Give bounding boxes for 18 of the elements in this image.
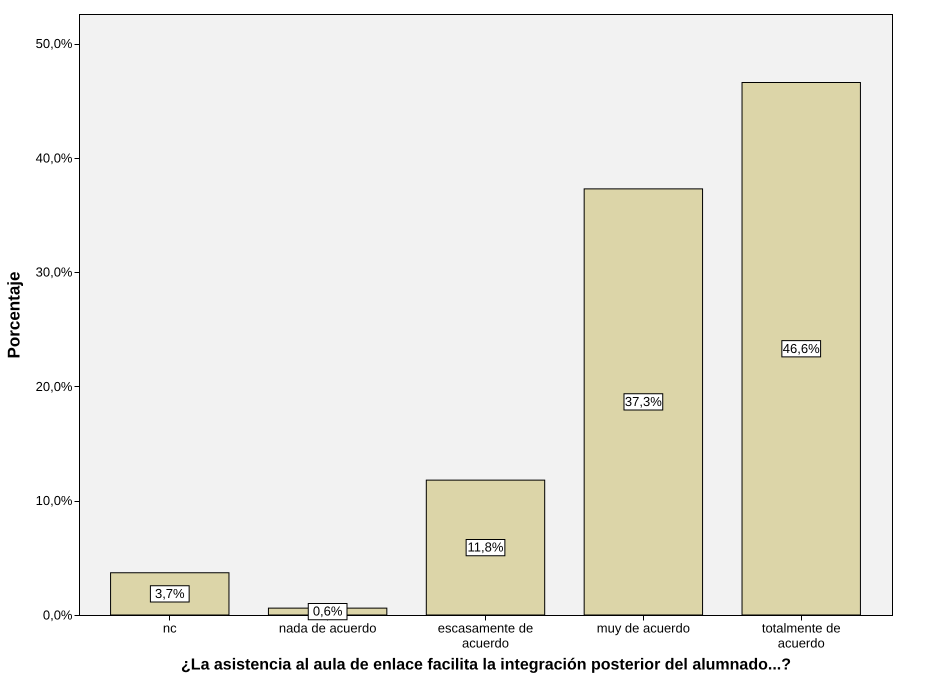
x-tick-label: escasamente de acuerdo: [438, 620, 534, 650]
data-label: 0,6%: [312, 604, 343, 619]
x-tick-label: nada de acuerdo: [278, 620, 376, 636]
y-axis-title: Porcentaje: [4, 272, 24, 358]
x-tick-label: nc: [162, 620, 178, 636]
data-label: 11,8%: [468, 540, 504, 555]
y-tick-label: 0,0%: [42, 608, 73, 622]
x-tick-label: totalmente de acuerdo: [762, 620, 841, 650]
y-tick-label: 20,0%: [36, 378, 73, 394]
x-axis-title: ¿La asistencia al aula de enlace facilita la integración posterior del alumnado...?: [181, 656, 791, 674]
y-tick-label: 40,0%: [36, 150, 73, 166]
y-tick-label: 50,0%: [36, 36, 73, 52]
y-tick-label: 10,0%: [36, 493, 73, 508]
x-tick-label: muy de acuerdo: [596, 620, 690, 636]
data-label: 46,6%: [782, 340, 820, 356]
data-label: 3,7%: [154, 586, 186, 601]
data-label: 37,3%: [624, 394, 662, 409]
y-tick-label: 30,0%: [36, 264, 73, 280]
